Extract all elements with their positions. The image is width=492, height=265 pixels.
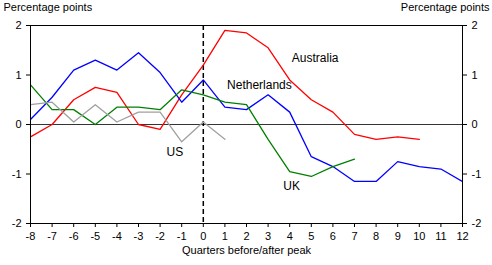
svg-text:0: 0 xyxy=(15,118,21,130)
svg-text:3: 3 xyxy=(265,230,271,242)
svg-text:1: 1 xyxy=(472,69,478,81)
svg-text:-1: -1 xyxy=(12,168,22,180)
svg-text:0: 0 xyxy=(472,118,478,130)
svg-text:Percentage points: Percentage points xyxy=(4,1,93,13)
svg-text:-2: -2 xyxy=(472,217,482,229)
svg-text:4: 4 xyxy=(287,230,293,242)
svg-text:Quarters before/after peak: Quarters before/after peak xyxy=(182,244,312,256)
svg-text:-7: -7 xyxy=(47,230,57,242)
svg-text:Australia: Australia xyxy=(292,51,339,65)
svg-text:5: 5 xyxy=(308,230,314,242)
svg-text:11: 11 xyxy=(435,230,446,242)
svg-text:2: 2 xyxy=(472,19,478,31)
svg-text:1: 1 xyxy=(15,69,21,81)
svg-text:Percentage points: Percentage points xyxy=(401,1,490,13)
svg-text:2: 2 xyxy=(15,19,21,31)
svg-text:8: 8 xyxy=(373,230,379,242)
svg-text:1: 1 xyxy=(222,230,228,242)
svg-text:-3: -3 xyxy=(134,230,144,242)
svg-text:0: 0 xyxy=(200,230,206,242)
svg-text:9: 9 xyxy=(395,230,401,242)
svg-text:12: 12 xyxy=(456,230,468,242)
svg-text:US: US xyxy=(167,145,184,159)
svg-text:-5: -5 xyxy=(90,230,100,242)
svg-text:-1: -1 xyxy=(177,230,187,242)
svg-text:2: 2 xyxy=(243,230,249,242)
svg-text:-4: -4 xyxy=(112,230,122,242)
svg-text:-8: -8 xyxy=(26,230,36,242)
svg-text:-1: -1 xyxy=(472,168,482,180)
svg-text:Netherlands: Netherlands xyxy=(227,78,292,92)
svg-text:-6: -6 xyxy=(69,230,79,242)
svg-text:UK: UK xyxy=(283,179,300,193)
svg-text:7: 7 xyxy=(351,230,357,242)
svg-text:-2: -2 xyxy=(155,230,165,242)
svg-text:-2: -2 xyxy=(12,217,22,229)
svg-text:6: 6 xyxy=(330,230,336,242)
svg-text:10: 10 xyxy=(413,230,425,242)
